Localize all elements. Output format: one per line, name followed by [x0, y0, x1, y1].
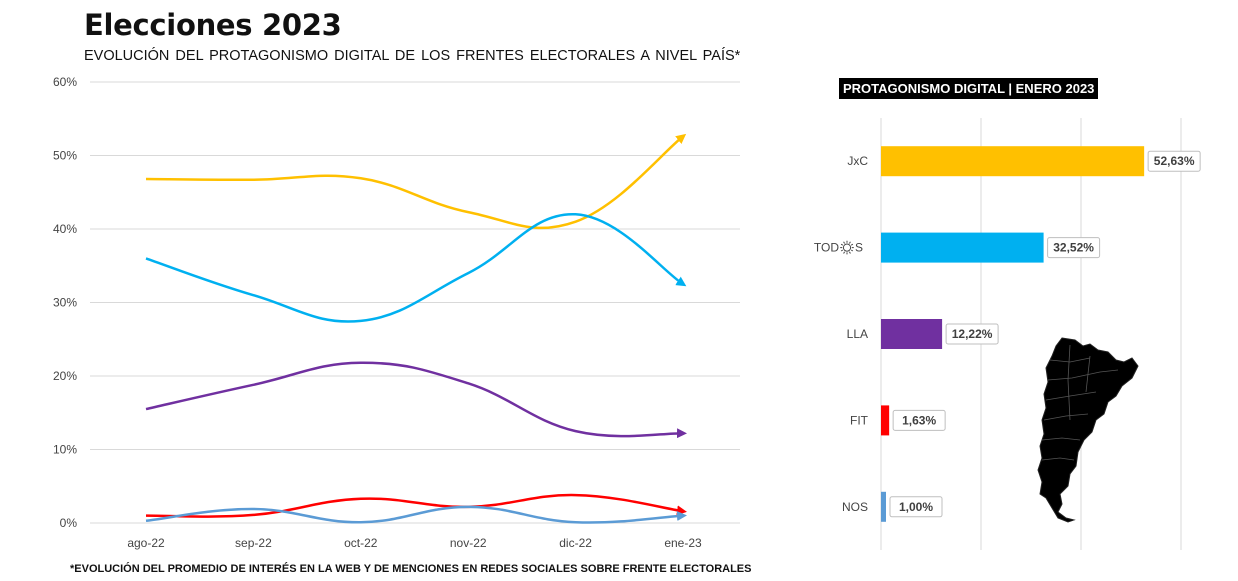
y-tick-label: 40%: [53, 222, 77, 236]
value-label-box: [889, 496, 943, 518]
y-tick-label: 0%: [60, 516, 78, 530]
category-label: LLA: [847, 327, 868, 341]
y-tick-label: 10%: [53, 443, 77, 457]
series-line: [145, 361, 687, 439]
value-label-box: [892, 409, 946, 431]
category-label: JxC: [847, 154, 868, 168]
category-label: FIT: [850, 413, 869, 427]
value-label: 52,63%: [1154, 154, 1195, 168]
value-label: 1,63%: [902, 413, 936, 427]
argentina-map-icon: [1037, 337, 1139, 523]
bar: [881, 319, 943, 349]
page-subtitle: EVOLUCIÓN DEL PROTAGONISMO DIGITAL DE LO…: [84, 48, 741, 64]
series-line: [145, 133, 687, 230]
value-label: 12,22%: [952, 327, 993, 341]
series-line: [145, 493, 687, 518]
value-label-box: [1147, 150, 1201, 172]
y-tick-label: 60%: [53, 75, 77, 89]
category-label: TOD: [814, 241, 839, 255]
value-label-box: [1047, 237, 1101, 259]
footnote: *EVOLUCIÓN DEL PROMEDIO DE INTERÉS EN LA…: [70, 563, 752, 575]
bar: [881, 232, 1044, 263]
line-chart: 0% 10% 20% 30% 40% 50% 60% ago-22 sep-22 oct-22 no…: [53, 75, 740, 550]
bar: [881, 491, 886, 522]
series-line: [145, 505, 687, 524]
series-line: [145, 213, 687, 323]
x-tick-label: ene-23: [664, 536, 702, 550]
x-tick-label: oct-22: [344, 536, 378, 550]
category-label: NOS: [842, 500, 868, 514]
x-tick-label: ago-22: [127, 536, 165, 550]
y-tick-label: 20%: [53, 369, 77, 383]
page-title: Elecciones 2023: [84, 8, 342, 42]
x-tick-label: dic-22: [559, 536, 592, 550]
bar-chart: JxC 52,63% TOD S 32,52% LLA 12,22% FIT 1,63% NOS 1…: [814, 118, 1201, 550]
category-label-suffix: S: [855, 241, 863, 255]
x-tick-label: sep-22: [235, 536, 272, 550]
y-tick-label: 30%: [53, 296, 77, 310]
bar-chart-title: PROTAGONISMO DIGITAL | ENERO 2023: [839, 78, 1099, 99]
value-label: 32,52%: [1053, 241, 1094, 255]
value-label-box: [945, 323, 999, 345]
x-tick-label: nov-22: [450, 536, 487, 550]
y-tick-label: 50%: [53, 149, 77, 163]
bar: [881, 146, 1145, 177]
bar: [881, 405, 890, 436]
sun-icon: [840, 240, 854, 255]
value-label: 1,00%: [899, 500, 933, 514]
